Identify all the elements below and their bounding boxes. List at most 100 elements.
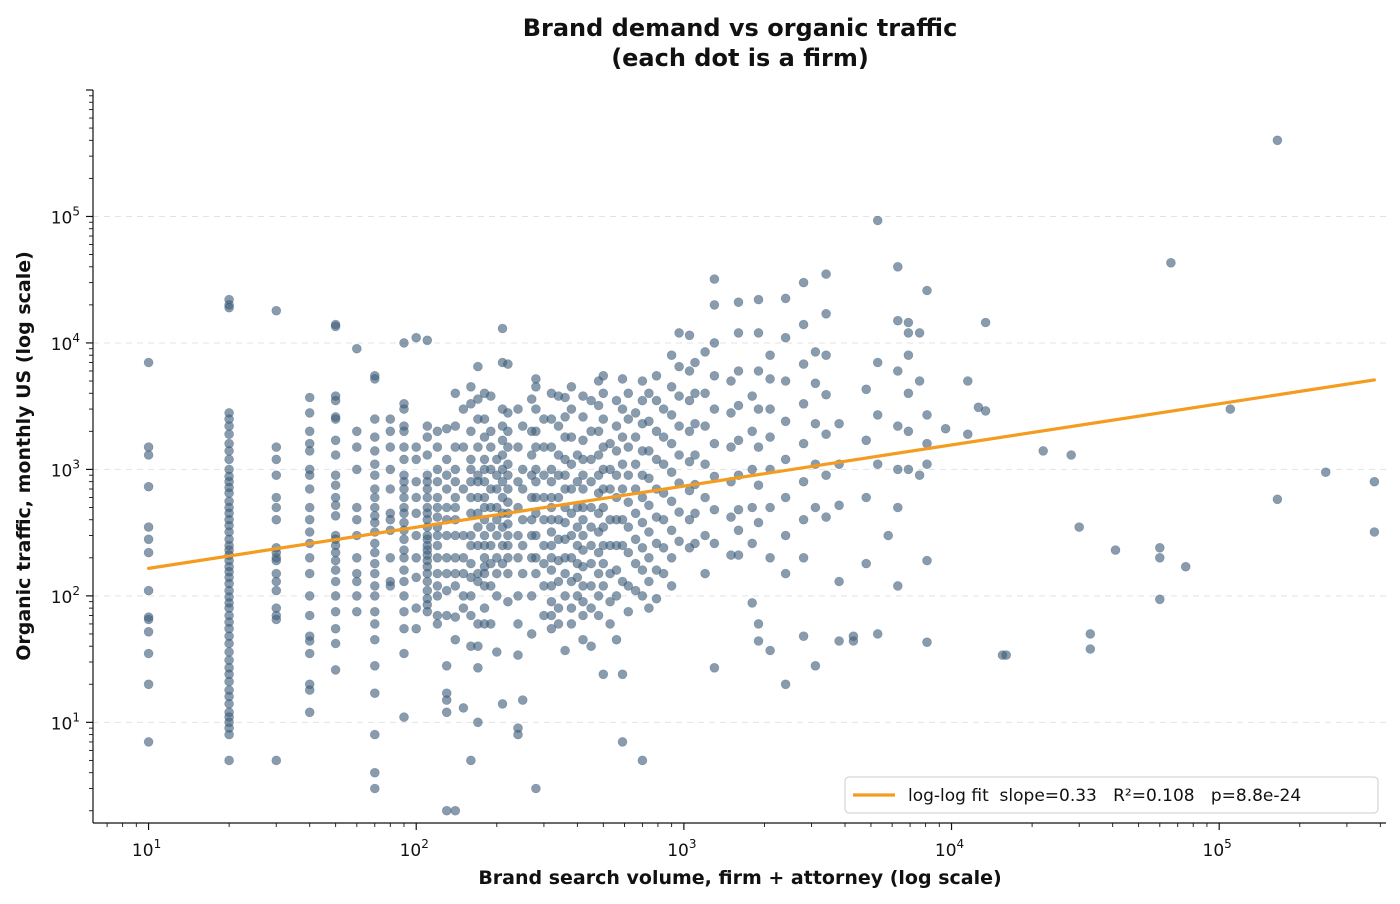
data-point-609	[637, 542, 648, 553]
data-point-438	[531, 783, 541, 794]
data-point-793	[922, 555, 932, 566]
data-point-9	[143, 614, 154, 625]
data-point-191	[399, 484, 409, 494]
data-point-205	[399, 648, 409, 659]
data-point-318	[473, 442, 483, 452]
data-point-535	[593, 426, 604, 437]
data-point-302	[466, 454, 476, 465]
data-point-631	[658, 404, 669, 414]
data-point-579	[617, 484, 628, 494]
data-point-252	[432, 540, 443, 551]
data-point-376	[497, 476, 508, 487]
data-point-95	[304, 527, 315, 537]
data-point-668	[690, 508, 700, 519]
data-point-346	[479, 603, 490, 613]
data-point-188	[399, 454, 409, 465]
data-point-522	[586, 395, 596, 406]
data-point-655	[684, 330, 695, 341]
data-point-551	[598, 502, 609, 513]
data-point-125	[330, 565, 341, 575]
data-point-498	[566, 619, 577, 629]
data-point-648	[674, 361, 684, 372]
data-point-110	[330, 395, 341, 406]
data-point-279	[450, 476, 461, 487]
data-point-130	[330, 638, 341, 649]
data-point-441	[539, 470, 549, 481]
data-point-733	[780, 679, 791, 690]
data-point-654	[674, 536, 684, 547]
data-point-563	[605, 596, 615, 607]
data-point-5	[143, 534, 154, 545]
data-point-717	[765, 350, 775, 361]
data-point-19	[224, 421, 234, 431]
data-point-326	[473, 576, 483, 587]
data-point-315	[473, 361, 483, 372]
data-point-406	[513, 650, 523, 660]
data-point-255	[432, 581, 443, 591]
data-point-612	[637, 755, 648, 766]
data-point-587	[623, 442, 634, 452]
data-point-167	[369, 688, 380, 699]
data-point-593	[623, 606, 634, 617]
data-point-462	[546, 610, 557, 621]
data-point-779	[892, 581, 903, 591]
data-point-105	[304, 685, 315, 695]
data-point-134	[351, 442, 362, 452]
data-point-272	[441, 695, 452, 705]
data-point-784	[903, 426, 914, 437]
data-point-258	[432, 619, 443, 629]
data-point-751	[821, 350, 831, 361]
data-point-699	[733, 504, 744, 515]
data-point-4	[143, 522, 154, 532]
data-point-361	[491, 484, 502, 494]
data-point-160	[369, 568, 380, 579]
data-point-358	[485, 619, 496, 629]
data-point-10	[143, 626, 154, 637]
data-point-97	[304, 552, 315, 563]
data-point-286	[450, 581, 461, 591]
data-point-262	[441, 484, 452, 494]
data-point-547	[598, 414, 609, 424]
data-point-276	[450, 421, 461, 431]
data-point-333	[479, 432, 490, 442]
data-point-672	[700, 421, 710, 431]
data-point-591	[623, 547, 634, 558]
data-point-73	[271, 514, 282, 525]
data-point-113	[330, 435, 341, 446]
data-point-452	[546, 476, 557, 487]
data-point-685	[709, 538, 720, 549]
data-point-388	[503, 470, 513, 481]
data-point-735	[798, 319, 809, 330]
data-point-731	[780, 530, 791, 541]
data-point-337	[479, 492, 490, 503]
data-point-530	[586, 581, 596, 591]
data-point-102	[304, 636, 315, 646]
data-point-465	[553, 421, 564, 431]
data-point-415	[517, 695, 528, 705]
data-point-819	[1369, 527, 1380, 537]
data-point-354	[485, 522, 496, 532]
data-point-2	[143, 450, 154, 460]
data-point-450	[546, 442, 557, 452]
data-point-175	[385, 484, 396, 494]
data-point-295	[458, 568, 469, 579]
data-point-298	[458, 703, 469, 713]
data-point-758	[834, 500, 844, 511]
data-point-449	[546, 414, 557, 424]
data-point-542	[593, 568, 604, 579]
data-point-437	[531, 568, 541, 579]
data-point-123	[330, 547, 341, 558]
data-point-246	[432, 476, 443, 487]
data-point-802	[1001, 650, 1012, 660]
data-point-418	[526, 450, 537, 460]
data-point-658	[684, 426, 695, 437]
data-point-585	[623, 388, 634, 399]
x-tick-label-3: 104	[935, 837, 964, 861]
data-point-799	[980, 317, 991, 328]
data-point-70	[271, 470, 282, 481]
data-point-94	[304, 514, 315, 525]
data-point-299	[466, 381, 476, 392]
data-point-165	[369, 634, 380, 645]
data-point-263	[441, 502, 452, 513]
data-point-479	[560, 470, 570, 481]
